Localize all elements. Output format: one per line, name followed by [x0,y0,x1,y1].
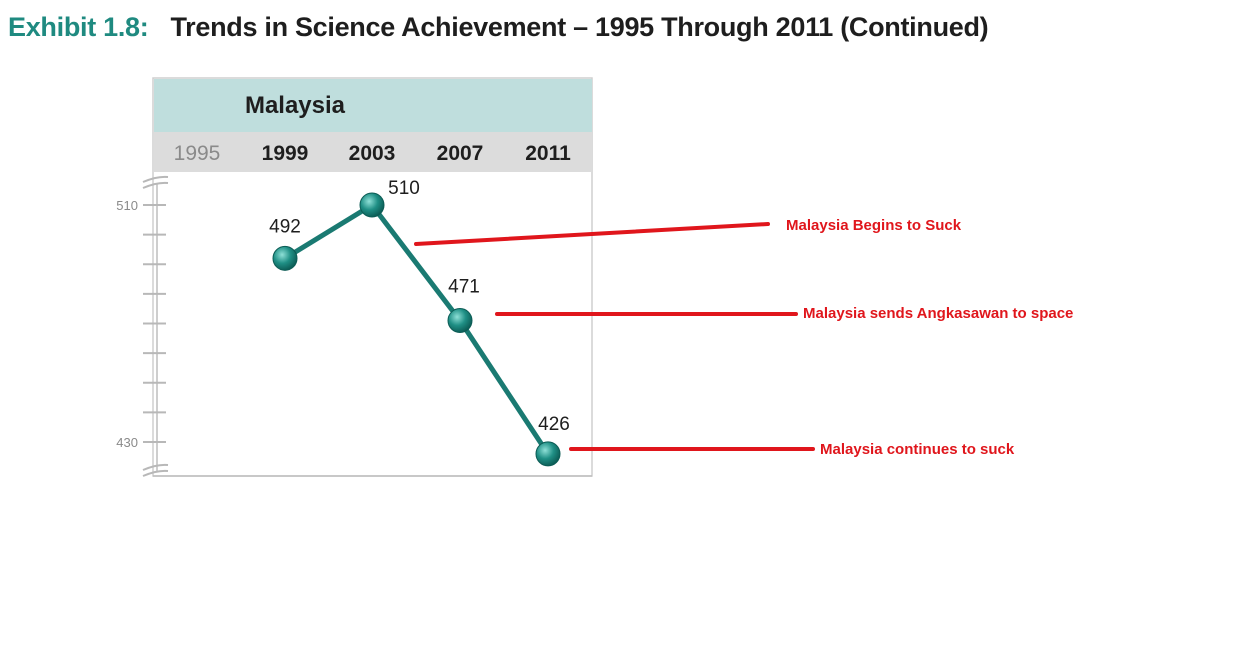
data-label-2007: 471 [448,277,480,298]
annotation-pointer-1 [414,222,770,246]
exhibit-number: Exhibit 1.8: [8,12,149,42]
year-band-bg [154,132,592,172]
annotations: Malaysia Begins to Suck Malaysia sends An… [414,217,1073,458]
axis-break-top [142,181,169,189]
data-point-1999 [272,245,298,271]
data-points [272,192,561,467]
axis-break-bottom [142,469,169,477]
data-labels: 492 510 471 426 [269,178,570,435]
country-header-bg [154,79,592,132]
data-label-2011: 426 [538,414,570,435]
axis-break-top [142,175,169,183]
year-label-2007: 2007 [437,142,484,165]
year-labels: 1995 1999 2003 2007 2011 [174,142,571,165]
y-tick-label-430: 430 [116,435,138,450]
annotation-text-3: Malaysia continues to suck [820,441,1015,458]
year-label-2003: 2003 [349,142,396,165]
annotation-text-1: Malaysia Begins to Suck [786,217,962,234]
data-point-2011 [535,441,561,467]
data-label-2003: 510 [388,178,420,199]
series-line [282,202,551,457]
chart-title: Malaysia [245,92,346,119]
data-point-2003 [359,192,385,218]
y-axis: 510 430 [116,175,169,477]
axis-break-bottom [142,463,169,471]
data-label-1999: 492 [269,216,301,237]
year-label-2011: 2011 [525,142,571,165]
y-tick-label-510: 510 [116,198,138,213]
year-label-1999: 1999 [262,142,309,165]
page-title: Trends in Science Achievement – 1995 Thr… [170,12,989,42]
exhibit-title: Exhibit 1.8: Trends in Science Achievemen… [8,12,989,43]
year-label-1995: 1995 [174,142,221,165]
annotation-text-2: Malaysia sends Angkasawan to space [803,305,1073,322]
data-point-2007 [447,308,473,334]
